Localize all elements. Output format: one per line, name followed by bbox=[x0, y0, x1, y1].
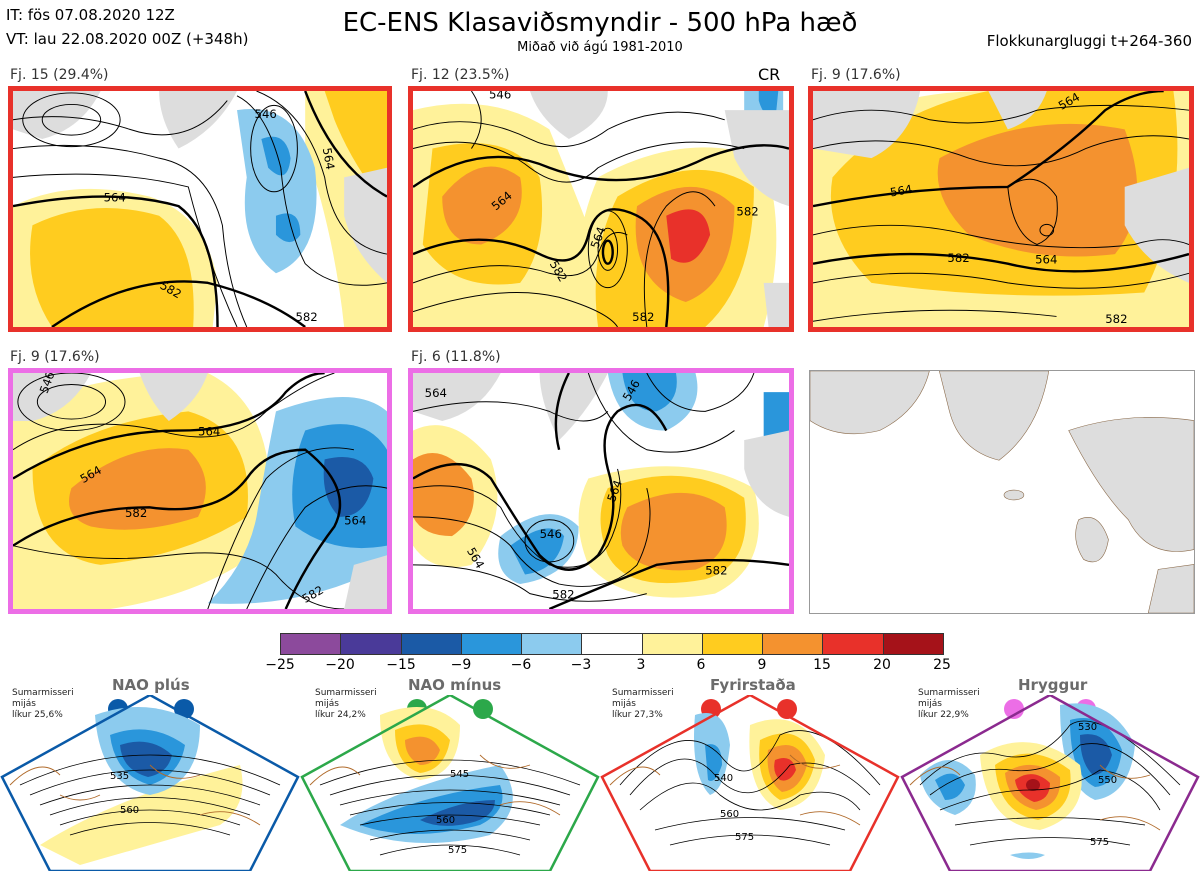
panel-4-label: Fj. 9 (17.6%) bbox=[10, 349, 100, 365]
contour-label: 582 bbox=[947, 251, 969, 265]
initial-time: IT: fös 07.08.2020 12Z bbox=[6, 6, 175, 24]
panel-5-label: Fj. 6 (11.8%) bbox=[411, 349, 501, 365]
colorbar-swatch bbox=[340, 634, 401, 654]
colorbar-swatch bbox=[460, 634, 522, 654]
contour-label: 582 bbox=[705, 564, 727, 578]
regime-dot bbox=[174, 699, 194, 719]
colorbar-tick: −20 bbox=[325, 657, 355, 673]
regime-map-nao-plus: 535 560 bbox=[0, 693, 300, 873]
colorbar-tick: 3 bbox=[636, 657, 646, 673]
contour-label: 564 bbox=[104, 190, 126, 204]
contour-label: 582 bbox=[295, 310, 317, 324]
regime-map-nao-minus: 545 560 575 bbox=[300, 693, 600, 873]
cluster-map-3: 564 564 582 564 582 bbox=[808, 86, 1194, 332]
colorbar-tick: −25 bbox=[265, 657, 295, 673]
regime-dot bbox=[1004, 699, 1024, 719]
colorbar-tick: 9 bbox=[757, 657, 767, 673]
colorbar-tick: 6 bbox=[696, 657, 706, 673]
valid-time: VT: lau 22.08.2020 00Z (+348h) bbox=[6, 30, 249, 48]
contour-label: 546 bbox=[255, 107, 277, 121]
colorbar-swatch bbox=[281, 634, 341, 654]
regime-info: Sumarmisseri mijás líkur 22,9% bbox=[918, 688, 980, 720]
contour-label: 582 bbox=[736, 205, 758, 219]
colorbar-swatch bbox=[701, 634, 763, 654]
colorbar-swatch bbox=[882, 634, 943, 654]
panel-3-label: Fj. 9 (17.6%) bbox=[811, 67, 901, 83]
colorbar-tick: 20 bbox=[873, 657, 891, 673]
contour-label: 560 bbox=[436, 815, 455, 826]
contour-label: 575 bbox=[735, 832, 754, 843]
classification-window: Flokkunargluggi t+264-360 bbox=[986, 32, 1192, 50]
contour-label: 564 bbox=[344, 514, 366, 528]
panel-2-label: Fj. 12 (23.5%) bbox=[411, 67, 510, 83]
contour-label: 575 bbox=[1090, 837, 1109, 848]
regime-dot bbox=[473, 699, 493, 719]
colorbar-swatch bbox=[822, 634, 883, 654]
contour-label: 564 bbox=[320, 147, 338, 171]
page-title: EC-ENS Klasaviðsmyndir - 500 hPa hæð bbox=[342, 8, 858, 38]
colorbar-tick: −3 bbox=[570, 657, 592, 673]
panel-2-badge: CR bbox=[758, 65, 781, 84]
regime-map-blocking: 540 560 575 bbox=[600, 693, 900, 873]
contour-label: 550 bbox=[1098, 775, 1117, 786]
colorbar-swatch bbox=[400, 634, 461, 654]
cluster-map-1: 564 546 564 582 582 bbox=[8, 86, 392, 332]
colorbar-swatch bbox=[762, 634, 823, 654]
contour-label: 582 bbox=[1105, 312, 1127, 326]
contour-label: 545 bbox=[450, 769, 469, 780]
contour-label: 564 bbox=[889, 182, 913, 199]
cluster-map-5: 564 546 564 564 546 582 582 bbox=[408, 368, 794, 614]
contour-label: 546 bbox=[540, 527, 562, 541]
colorbar-swatch bbox=[581, 634, 642, 654]
contour-label: 582 bbox=[632, 310, 654, 324]
contour-label: 582 bbox=[552, 588, 574, 602]
colorbar-tick: 15 bbox=[813, 657, 831, 673]
contour-label: 564 bbox=[198, 424, 220, 438]
colorbar-tick: −6 bbox=[510, 657, 532, 673]
contour-label: 560 bbox=[720, 809, 739, 820]
regime-map-ridge: 530 550 575 bbox=[900, 693, 1200, 873]
contour-label: 540 bbox=[714, 773, 733, 784]
page-subtitle: Miðað við ágú 1981-2010 bbox=[517, 40, 683, 55]
regime-info: Sumarmisseri mijás líkur 24,2% bbox=[315, 688, 377, 720]
colorbar-swatch bbox=[641, 634, 702, 654]
contour-label: 535 bbox=[110, 771, 129, 782]
colorbar-tick: −9 bbox=[450, 657, 472, 673]
colorbar-tick: −15 bbox=[386, 657, 416, 673]
contour-label: 546 bbox=[489, 91, 511, 102]
regime-title: Hryggur bbox=[1018, 676, 1088, 694]
colorbar bbox=[280, 633, 944, 655]
cluster-map-4: 546 564 564 582 564 582 bbox=[8, 368, 392, 614]
colorbar-tick: 25 bbox=[933, 657, 951, 673]
panel-1-label: Fj. 15 (29.4%) bbox=[10, 67, 109, 83]
contour-label: 564 bbox=[425, 386, 447, 400]
contour-label: 564 bbox=[1035, 253, 1057, 267]
regime-title: NAO plús bbox=[112, 676, 190, 694]
contour-label: 582 bbox=[125, 506, 147, 520]
regime-info: Sumarmisseri mijás líkur 25,6% bbox=[12, 688, 74, 720]
cluster-map-2: 546 564 564 582 582 582 bbox=[408, 86, 794, 332]
contour-label: 530 bbox=[1078, 722, 1097, 733]
regime-title: Fyrirstaða bbox=[710, 676, 796, 694]
colorbar-swatch bbox=[521, 634, 582, 654]
contour-label: 575 bbox=[448, 845, 467, 856]
regime-title: NAO mínus bbox=[408, 676, 502, 694]
reference-map bbox=[809, 370, 1195, 614]
contour-label: 560 bbox=[120, 805, 139, 816]
regime-info: Sumarmisseri mijás líkur 27,3% bbox=[612, 688, 674, 720]
